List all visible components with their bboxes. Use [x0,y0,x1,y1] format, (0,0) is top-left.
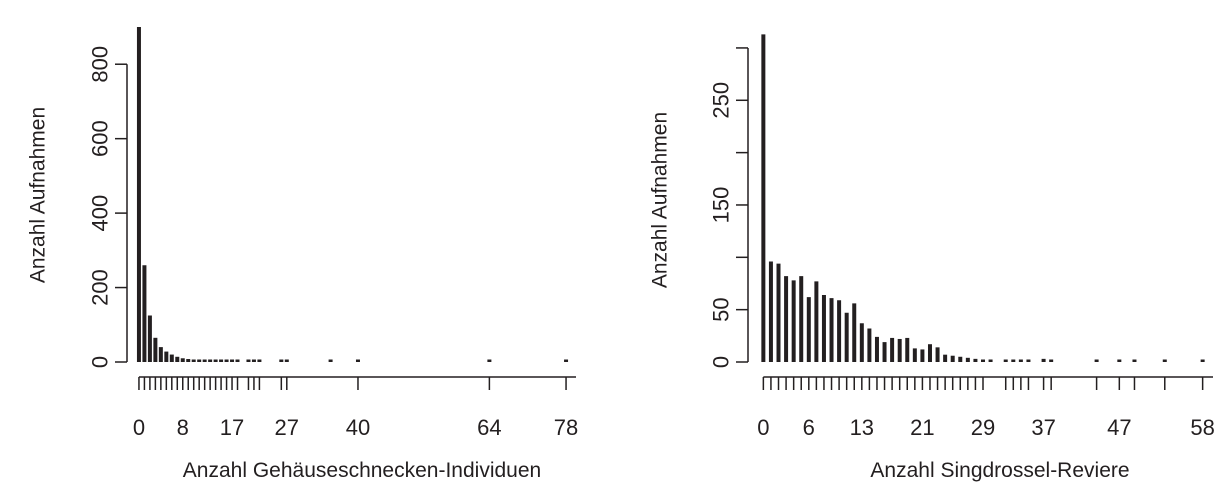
snails-y-tick-label: 600 [88,120,113,157]
snails-x-tick-label: 27 [275,415,299,440]
thrush-x-tick-label: 29 [971,415,995,440]
thrush-y-tick-label: 50 [709,297,734,321]
snails-y-axis-label: Anzahl Aufnahmen [27,107,50,283]
thrush-x-tick-label: 21 [910,415,934,440]
thrush-y-tick-label: 150 [709,187,734,224]
thrush-y-tick-label: 0 [709,356,734,368]
panel-song-thrush: 0 50 150 250 0 6 13 21 29 37 47 58 Anzahl Singdrosse… [649,34,1215,482]
snails-y-tick-label: 400 [88,195,113,232]
snails-y-tick-label: 800 [88,46,113,83]
thrush-x-tick-label: 13 [850,415,874,440]
snails-x-tick-label: 78 [554,415,578,440]
snails-x-tick-label: 17 [220,415,244,440]
thrush-y-tick-label: 250 [709,82,734,119]
snails-y-tick-label: 0 [88,356,113,368]
snails-x-tick-label: 64 [477,415,501,440]
thrush-x-tick-label: 58 [1190,415,1214,440]
thrush-x-tick-label: 6 [803,415,815,440]
thrush-x-tick-label: 37 [1031,415,1055,440]
snails-x-tick-label: 40 [346,415,370,440]
thrush-x-axis-label: Anzahl Singdrossel-Reviere [870,459,1129,482]
snails-x-tick-label: 0 [133,415,145,440]
snails-x-tick-label: 8 [177,415,189,440]
thrush-y-axis-label: Anzahl Aufnahmen [649,112,672,288]
thrush-x-tick-label: 0 [757,415,769,440]
snails-x-axis-label: Anzahl Gehäuseschnecken-Individuen [183,459,541,482]
thrush-x-tick-label: 47 [1107,415,1131,440]
snails-y-tick-label: 200 [88,269,113,306]
panel-snails: 0 200 400 600 800 0 8 17 27 40 64 78 Anzahl Gehäuses… [27,27,578,482]
